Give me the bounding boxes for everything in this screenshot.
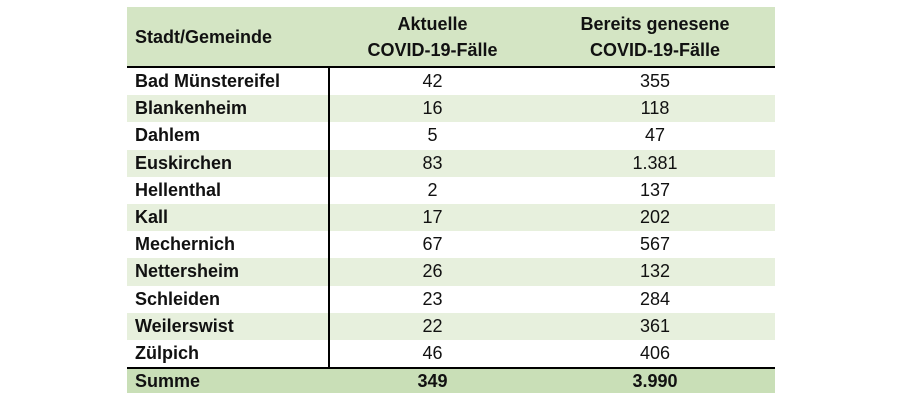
recovered-cases: 355 [639, 71, 671, 92]
municipality-name: Nettersheim [127, 258, 330, 286]
total-label: Summe [135, 371, 201, 392]
recovered-cases: 1.381 [632, 152, 678, 173]
current-cases: 46 [422, 342, 443, 363]
current-cases: 42 [422, 71, 443, 92]
current-cases: 5 [427, 125, 438, 146]
recovered-cases: 118 [640, 98, 670, 119]
total-recovered-cases: 3.990 [632, 371, 678, 392]
table-row: Hellenthal 2 137 [127, 176, 775, 204]
municipality-name: Euskirchen [127, 149, 330, 177]
municipality-name: Mechernich [127, 231, 330, 259]
current-cases: 23 [422, 288, 443, 309]
table-row: Schleiden 23 284 [127, 285, 775, 313]
header-recovered-cases: Bereits genesene COVID-19-Fälle [535, 7, 775, 66]
total-current-cases: 349 [417, 371, 448, 392]
header-current-line2: COVID-19-Fälle [367, 39, 498, 60]
table-row: Zülpich 46 406 [127, 339, 775, 368]
recovered-cases: 137 [639, 179, 671, 200]
recovered-cases: 406 [639, 342, 671, 363]
municipality-name: Schleiden [127, 285, 330, 313]
header-recovered-line1: Bereits genesene [580, 13, 730, 34]
current-cases: 17 [422, 207, 443, 228]
table-row: Bad Münstereifel 42 355 [127, 68, 775, 96]
recovered-cases: 202 [639, 207, 671, 228]
recovered-cases: 361 [639, 315, 671, 336]
current-cases: 67 [422, 234, 443, 255]
table-header: Stadt/Gemeinde Aktuelle COVID-19-Fälle B… [127, 7, 775, 68]
covid-cases-table: Stadt/Gemeinde Aktuelle COVID-19-Fälle B… [127, 7, 775, 394]
header-current-cases: Aktuelle COVID-19-Fälle [330, 7, 535, 66]
table-row: Weilerswist 22 361 [127, 312, 775, 340]
header-current-line1: Aktuelle [397, 13, 468, 34]
current-cases: 26 [422, 261, 443, 282]
table-row: Dahlem 5 47 [127, 122, 775, 150]
total-row: Summe 349 3.990 [127, 367, 775, 394]
table-body: Bad Münstereifel 42 355 Blankenheim 16 1… [127, 68, 775, 368]
recovered-cases: 284 [639, 288, 671, 309]
recovered-cases: 47 [644, 125, 666, 146]
current-cases: 83 [422, 152, 443, 173]
recovered-cases: 132 [639, 261, 671, 282]
municipality-name: Bad Münstereifel [127, 68, 330, 96]
recovered-cases: 567 [639, 234, 671, 255]
header-municipality: Stadt/Gemeinde [135, 26, 273, 47]
municipality-name: Zülpich [127, 339, 330, 368]
municipality-name: Hellenthal [127, 176, 330, 204]
current-cases: 2 [427, 179, 438, 200]
current-cases: 22 [422, 315, 443, 336]
header-recovered-line2: COVID-19-Fälle [589, 39, 721, 60]
municipality-name: Kall [127, 203, 330, 232]
current-cases: 16 [422, 98, 443, 119]
municipality-name: Weilerswist [127, 312, 330, 340]
table-row: Mechernich 67 567 [127, 231, 775, 259]
table-row: Kall 17 202 [127, 203, 775, 232]
table-row: Nettersheim 26 132 [127, 258, 775, 286]
table-row: Euskirchen 83 1.381 [127, 149, 775, 177]
table-row: Blankenheim 16 118 [127, 95, 775, 123]
municipality-name: Dahlem [127, 122, 330, 150]
municipality-name: Blankenheim [127, 95, 330, 123]
